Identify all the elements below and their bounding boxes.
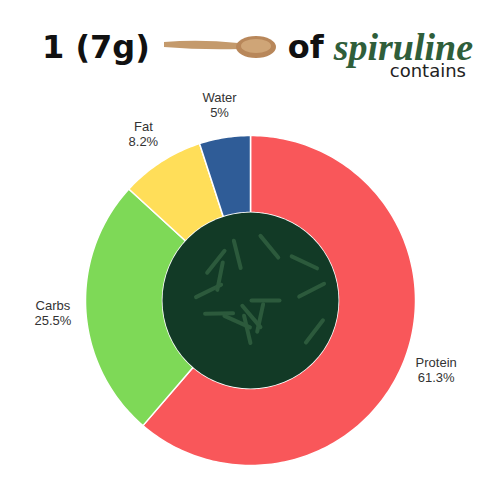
svg-text:Carbs25.5%: Carbs25.5% [34, 298, 71, 328]
html-text:contains: contains [389, 60, 466, 81]
html-text:of spiruline: of spiruline [287, 26, 474, 68]
svg-text:Protein61.3%: Protein61.3% [416, 355, 457, 385]
svg-text:Water5%: Water5% [202, 90, 237, 120]
svg-text:Fat8.2%: Fat8.2% [129, 119, 159, 149]
html-text:1 (7g): 1 (7g) [42, 28, 150, 66]
